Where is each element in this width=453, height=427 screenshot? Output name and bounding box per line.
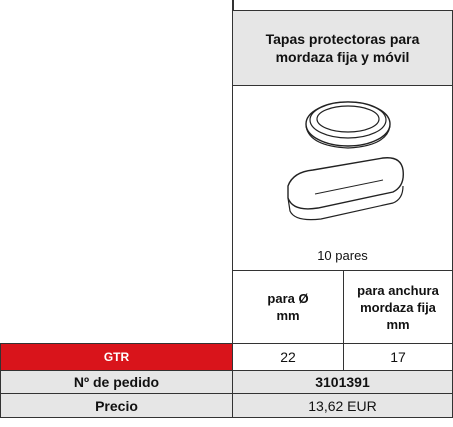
column-header: para Ø mm bbox=[232, 270, 344, 344]
order-label: Nº de pedido bbox=[0, 370, 233, 394]
order-value: 3101391 bbox=[232, 370, 453, 394]
caption: 10 pares bbox=[317, 247, 368, 263]
cell: 17 bbox=[343, 343, 453, 371]
image-area bbox=[232, 85, 453, 271]
cell: 22 bbox=[232, 343, 344, 371]
column-header: para anchura mordaza fija mm bbox=[343, 270, 453, 344]
row-label: GTR bbox=[0, 343, 233, 371]
price-label: Precio bbox=[0, 393, 233, 418]
header-title: Tapas protectoras para mordaza fija y mó… bbox=[232, 10, 453, 86]
price-value: 13,62 EUR bbox=[232, 393, 453, 418]
product-illustration bbox=[287, 101, 404, 221]
divider bbox=[232, 0, 234, 12]
